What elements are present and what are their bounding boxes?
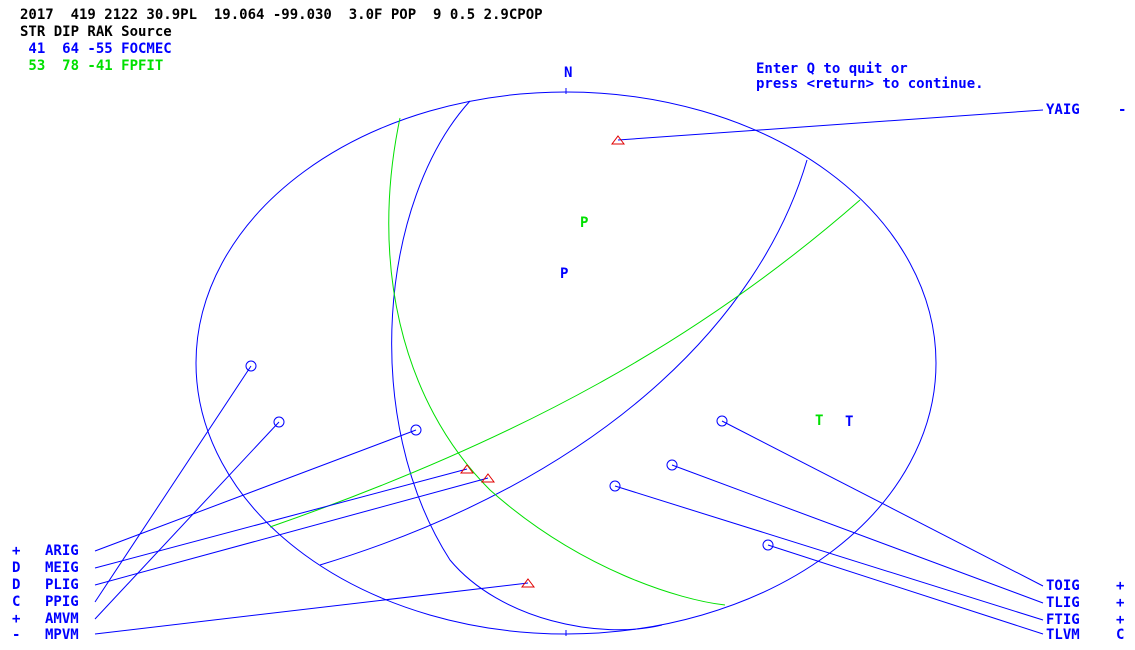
leader-line-tlvm	[767, 544, 1044, 635]
instruction-line-2: press <return> to continue.	[756, 76, 984, 92]
dilatation-symbols	[460, 135, 625, 588]
polarity-tlig: +	[1116, 595, 1124, 611]
station-name-yaig: YAIG	[1046, 102, 1080, 118]
leader-line-meig	[94, 468, 468, 569]
station-symbol-plig	[481, 473, 495, 483]
station-symbol-tlig	[666, 459, 678, 471]
leader-line-yaig	[617, 109, 1044, 141]
left-station-leader-lines	[94, 365, 529, 635]
left-station-labels: + ARIG D MEIG D PLIG C PPIG + AMVM - MPV…	[12, 543, 79, 643]
station-name-arig: ARIG	[45, 543, 79, 559]
station-name-ppig: PPIG	[45, 594, 79, 610]
compression-symbols	[245, 360, 774, 551]
fpfit-p-axis-label: P	[580, 215, 588, 231]
polarity-toig: +	[1116, 578, 1124, 594]
leader-line-mpvm	[94, 582, 529, 635]
fpfit-nodal-plane-1	[388, 117, 726, 606]
station-name-ftig: FTIG	[1046, 612, 1080, 628]
event-summary-line: 2017 419 2122 30.9PL 19.064 -99.030 3.0F…	[20, 7, 543, 23]
station-symbol-amvm	[273, 416, 285, 428]
polarity-ftig: +	[1116, 612, 1124, 628]
polarity-arig: +	[12, 543, 20, 559]
leader-line-plig	[94, 477, 489, 586]
focmec-nodal-plane-1	[391, 100, 663, 631]
right-station-leader-lines	[614, 109, 1044, 635]
leader-line-ftig	[614, 485, 1044, 621]
station-symbol-mpvm	[521, 578, 535, 588]
solution-fpfit-row: 53 78 -41 FPFIT	[20, 58, 163, 74]
fpfit-nodal-plane-2	[269, 199, 861, 528]
polarity-plig: D	[12, 577, 20, 593]
station-symbol-ftig	[609, 480, 621, 492]
stereonet-primitive-circle	[195, 91, 937, 635]
polarity-amvm: +	[12, 611, 20, 627]
polarity-tlvm: C	[1116, 627, 1124, 643]
solution-focmec-row: 41 64 -55 FOCMEC	[20, 41, 172, 57]
station-symbol-ppig	[245, 360, 257, 372]
station-symbol-meig	[460, 464, 474, 474]
leader-line-toig	[721, 420, 1044, 587]
station-symbol-arig	[410, 424, 422, 436]
station-name-amvm: AMVM	[45, 611, 79, 627]
polarity-mpvm: -	[12, 627, 20, 643]
station-name-mpvm: MPVM	[45, 627, 79, 643]
leader-line-tlig	[671, 464, 1044, 604]
focmec-t-axis-label: T	[845, 414, 853, 430]
polarity-yaig: -	[1118, 102, 1126, 118]
focmec-p-axis-label: P	[560, 266, 568, 282]
focmec-nodal-plane-2	[319, 159, 808, 566]
station-symbol-toig	[716, 415, 728, 427]
leader-line-amvm	[94, 421, 280, 620]
fpfit-t-axis-label: T	[815, 413, 823, 429]
station-symbol-tlvm	[762, 539, 774, 551]
leader-line-arig	[94, 429, 417, 552]
station-symbol-yaig	[611, 135, 625, 145]
north-label: N	[564, 65, 572, 81]
station-name-tlvm: TLVM	[1046, 627, 1080, 643]
solution-table-header: STR DIP RAK Source	[20, 24, 172, 40]
polarity-ppig: C	[12, 594, 20, 610]
station-name-toig: TOIG	[1046, 578, 1080, 594]
right-station-labels: YAIG - TOIG + TLIG + FTIG + TLVM C	[1046, 102, 1126, 643]
station-name-plig: PLIG	[45, 577, 79, 593]
polarity-meig: D	[12, 560, 20, 576]
leader-line-ppig	[94, 365, 252, 603]
station-name-tlig: TLIG	[1046, 595, 1080, 611]
instruction-line-1: Enter Q to quit or	[756, 61, 908, 77]
station-name-meig: MEIG	[45, 560, 79, 576]
